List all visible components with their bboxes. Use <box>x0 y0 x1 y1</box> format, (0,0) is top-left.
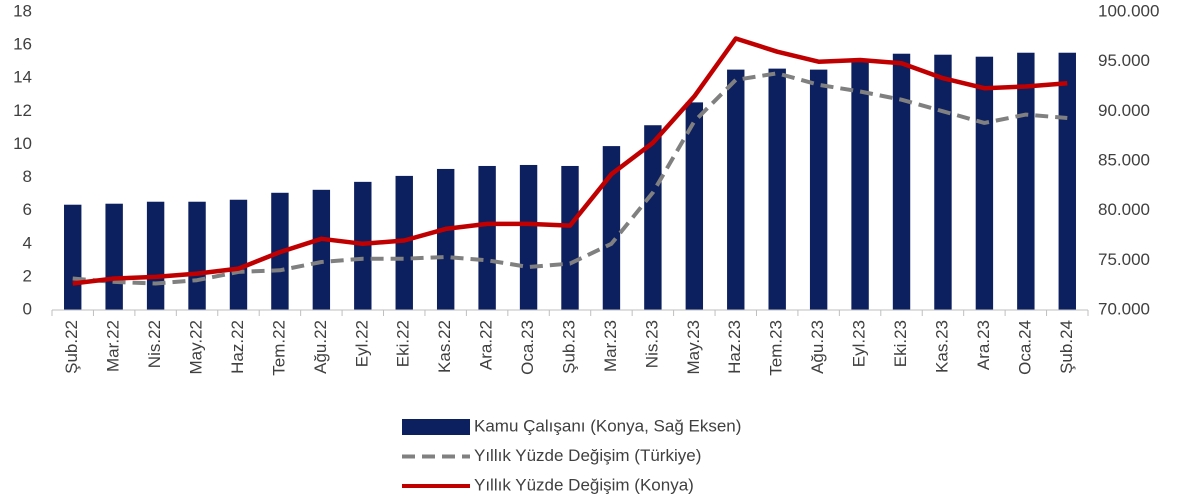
x-tick-label: Tem.22 <box>269 320 288 376</box>
bar <box>188 201 206 310</box>
x-tick-label: Oca.24 <box>1015 320 1034 375</box>
bar <box>892 53 911 310</box>
x-tick-label: Ara.22 <box>477 320 496 370</box>
x-tick-label: Şub.24 <box>1057 320 1076 374</box>
y-tick-label: 4 <box>23 233 32 252</box>
y2-tick-label: 90.000 <box>1098 101 1150 120</box>
bar <box>105 203 123 310</box>
bar <box>229 199 248 310</box>
x-tick-label: May.23 <box>684 320 703 375</box>
y2-tick-label: 100.000 <box>1098 1 1159 20</box>
y-tick-label: 8 <box>23 167 32 186</box>
y-tick-label: 18 <box>13 1 32 20</box>
x-tick-label: Ara.23 <box>974 320 993 370</box>
x-tick-label: Kas.22 <box>435 320 454 373</box>
x-tick-label: Ağu.23 <box>808 320 827 374</box>
x-tick-label: May.22 <box>187 320 206 375</box>
y-tick-label: 6 <box>23 200 32 219</box>
bar <box>519 164 538 310</box>
bar <box>478 165 496 310</box>
x-tick-label: Eyl.22 <box>352 320 371 367</box>
legend-label: Kamu Çalışanı (Konya, Sağ Eksen) <box>474 416 741 435</box>
y2-tick-label: 75.000 <box>1098 250 1150 269</box>
x-tick-label: Nis.22 <box>145 320 164 368</box>
y2-tick-label: 80.000 <box>1098 200 1150 219</box>
bar <box>768 68 786 311</box>
bar <box>727 69 745 310</box>
bar <box>146 201 165 310</box>
x-tick-label: Tem.23 <box>767 320 786 376</box>
line-series <box>72 71 1068 286</box>
y-tick-label: 0 <box>23 299 32 318</box>
y2-tick-label: 85.000 <box>1098 150 1150 169</box>
x-tick-label: Mar.23 <box>601 320 620 372</box>
x-tick-label: Mar.22 <box>104 320 123 372</box>
bar <box>644 125 662 311</box>
bar <box>809 69 828 310</box>
x-tick-label: Şub.22 <box>62 320 81 374</box>
y-tick-label: 16 <box>13 35 32 54</box>
x-tick-label: Kas.23 <box>932 320 951 373</box>
legend-label: Yıllık Yüzde Değişim (Konya) <box>474 475 694 494</box>
bar <box>1058 52 1076 311</box>
bar <box>436 168 455 310</box>
x-tick-label: Eki.23 <box>891 320 910 367</box>
x-tick-label: Eki.22 <box>394 320 413 367</box>
x-tick-label: Haz.22 <box>228 320 247 374</box>
bar <box>851 59 869 311</box>
legend-label: Yıllık Yüzde Değişim (Türkiye) <box>474 446 701 465</box>
x-tick-label: Ağu.22 <box>311 320 330 374</box>
y2-tick-label: 70.000 <box>1098 299 1150 318</box>
x-tick-label: Oca.23 <box>518 320 537 375</box>
x-tick-label: Şub.23 <box>559 320 578 374</box>
y2-tick-label: 95.000 <box>1098 51 1150 70</box>
bar <box>685 102 704 310</box>
bar <box>64 204 82 310</box>
y-tick-label: 2 <box>23 266 32 285</box>
y-tick-label: 12 <box>13 101 32 120</box>
line-series <box>72 36 1068 286</box>
bar <box>602 146 621 310</box>
x-tick-label: Nis.23 <box>642 320 661 368</box>
bar <box>395 175 413 310</box>
legend-swatch <box>402 419 470 435</box>
bar <box>975 56 994 311</box>
bar <box>934 54 952 310</box>
x-tick-label: Eyl.23 <box>850 320 869 367</box>
bar <box>312 189 331 310</box>
x-tick-label: Haz.23 <box>725 320 744 374</box>
y-tick-label: 10 <box>13 134 32 153</box>
bar <box>561 165 579 310</box>
bar <box>1017 52 1035 311</box>
y-tick-label: 14 <box>13 68 32 87</box>
